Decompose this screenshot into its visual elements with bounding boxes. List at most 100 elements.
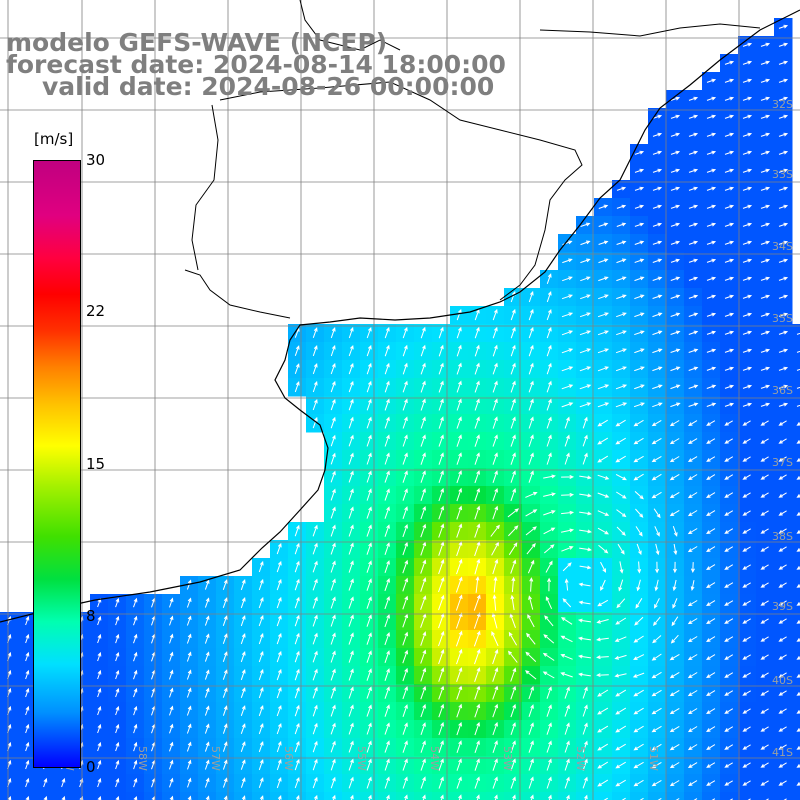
wind-arrow — [724, 438, 733, 444]
wind-speed-cell — [792, 738, 800, 757]
wind-speed-cell — [576, 792, 595, 800]
wind-arrow — [655, 561, 660, 574]
wind-arrow — [597, 779, 609, 787]
wind-arrow — [760, 132, 771, 137]
wind-arrow — [688, 312, 699, 317]
wind-arrow — [384, 452, 390, 465]
wind-speed-cell — [270, 792, 289, 800]
wind-arrow — [634, 276, 645, 282]
colorbar-tick: 30 — [86, 151, 106, 169]
wind-arrow — [528, 595, 534, 610]
wind-arrow — [384, 668, 390, 681]
wind-arrow — [258, 686, 264, 699]
wind-arrow — [778, 564, 787, 570]
wind-arrow — [687, 438, 698, 444]
wind-arrow — [598, 258, 609, 264]
wind-arrow — [778, 456, 787, 462]
wind-arrow — [651, 491, 662, 499]
wind-arrow — [724, 330, 735, 335]
wind-arrow — [402, 524, 408, 538]
latitude-label: 33S — [772, 168, 793, 181]
wind-arrow — [615, 473, 627, 481]
wind-arrow — [706, 744, 716, 751]
wind-arrow — [760, 384, 771, 389]
wind-arrow — [579, 493, 592, 498]
wind-arrow — [742, 366, 753, 371]
wind-arrow — [384, 578, 390, 592]
wind-arrow — [546, 452, 552, 465]
wind-arrow — [652, 150, 663, 155]
wind-arrow — [669, 689, 680, 697]
wind-arrow — [97, 705, 102, 716]
wind-arrow — [760, 366, 771, 371]
wind-arrow — [724, 240, 735, 245]
wind-arrow — [579, 384, 592, 390]
longitude-label: 51W — [647, 746, 660, 771]
wind-arrow — [724, 528, 734, 534]
wind-arrow — [742, 384, 753, 389]
wind-arrow — [294, 776, 300, 789]
wind-arrow — [169, 669, 174, 680]
wind-arrow — [510, 452, 516, 465]
wind-arrow — [760, 492, 769, 498]
wind-arrow — [687, 762, 698, 768]
wind-arrow — [240, 633, 246, 645]
wind-arrow — [222, 597, 228, 608]
wind-arrow — [528, 344, 534, 357]
wind-arrow — [652, 186, 663, 191]
wind-arrow — [115, 705, 120, 716]
wind-arrow — [564, 722, 570, 735]
wind-arrow — [512, 794, 516, 800]
wind-arrow — [402, 758, 408, 771]
wind-arrow — [240, 759, 246, 770]
wind-arrow — [438, 630, 445, 647]
wind-arrow — [474, 558, 481, 575]
longitude-label: 57W — [209, 746, 222, 771]
wind-arrow — [670, 168, 681, 173]
wind-arrow — [634, 366, 645, 372]
wind-arrow — [438, 505, 445, 520]
wind-arrow — [546, 291, 552, 303]
wind-arrow — [115, 615, 120, 626]
wind-arrow — [706, 546, 716, 552]
wind-arrow — [456, 558, 463, 575]
wind-arrow — [294, 740, 300, 753]
wind-arrow — [404, 794, 408, 800]
wind-arrow — [366, 776, 372, 789]
wind-arrow — [688, 114, 699, 119]
wind-arrow — [670, 402, 681, 408]
wind-arrow — [528, 722, 534, 735]
wind-arrow — [420, 685, 427, 700]
wind-arrow — [456, 469, 462, 484]
wind-arrow — [688, 240, 699, 245]
wind-arrow — [276, 578, 282, 591]
longitude-label: 58W — [136, 746, 149, 771]
wind-arrow — [579, 312, 591, 318]
wind-arrow — [529, 577, 534, 592]
wind-speed-cell — [792, 432, 800, 451]
wind-speed-cell — [612, 792, 631, 800]
wind-arrow — [778, 312, 789, 317]
wind-arrow — [760, 222, 771, 227]
wind-arrow — [348, 740, 354, 753]
wind-arrow — [597, 419, 608, 427]
wind-arrow — [528, 398, 534, 411]
wind-arrow — [366, 686, 372, 699]
wind-arrow — [494, 794, 498, 800]
wind-arrow — [615, 707, 627, 715]
wind-speed-cell — [702, 792, 721, 800]
wind-arrow — [438, 758, 444, 771]
wind-arrow — [564, 686, 570, 699]
wind-arrow — [742, 186, 753, 191]
wind-arrow — [760, 96, 771, 101]
wind-speed-cell — [468, 792, 487, 800]
wind-arrow — [614, 673, 627, 678]
wind-arrow — [579, 402, 592, 408]
wind-arrow — [474, 758, 480, 771]
wind-arrow — [492, 594, 497, 611]
wind-arrow — [507, 508, 520, 518]
wind-arrow — [115, 795, 120, 800]
wind-arrow — [742, 438, 751, 444]
wind-arrow — [636, 543, 642, 556]
wind-arrow — [402, 776, 408, 789]
